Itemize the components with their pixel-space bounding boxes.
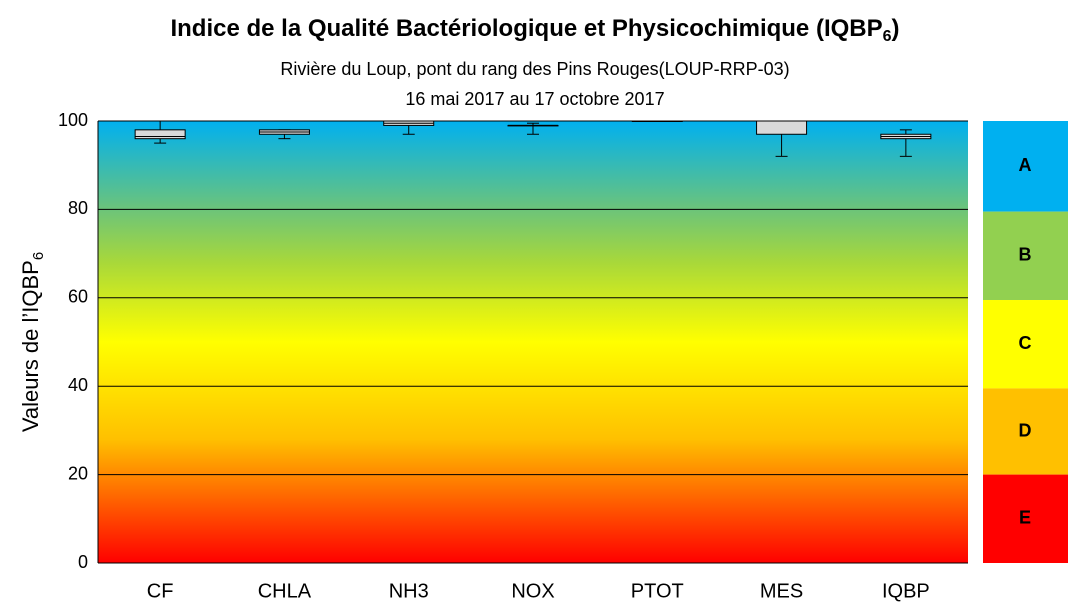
y-tick-label: 80 bbox=[68, 198, 88, 218]
y-tick-label: 0 bbox=[78, 552, 88, 572]
class-band bbox=[983, 121, 1068, 212]
class-band bbox=[983, 474, 1068, 563]
x-tick-label: PTOT bbox=[631, 580, 684, 602]
x-tick-label: NH3 bbox=[389, 580, 429, 602]
class-band bbox=[983, 300, 1068, 389]
class-label: B bbox=[1019, 245, 1032, 265]
chart-title: Indice de la Qualité Bactériologique et … bbox=[170, 15, 899, 45]
x-tick-label: CF bbox=[147, 580, 174, 602]
class-label: E bbox=[1019, 508, 1031, 528]
subtitle: Rivière du Loup, pont du rang des Pins R… bbox=[280, 59, 789, 79]
subtitle: 16 mai 2017 au 17 octobre 2017 bbox=[405, 89, 664, 109]
y-tick-label: 100 bbox=[58, 110, 88, 130]
box bbox=[134, 129, 186, 140]
y-tick-label: 20 bbox=[68, 463, 88, 483]
x-tick-label: MES bbox=[760, 580, 803, 602]
plot-background bbox=[98, 121, 968, 563]
x-tick-label: NOX bbox=[511, 580, 554, 602]
x-tick-label: CHLA bbox=[258, 580, 312, 602]
y-axis-label: Valeurs de l’IQBP6 bbox=[18, 252, 47, 432]
class-label: D bbox=[1019, 420, 1032, 440]
box bbox=[756, 120, 808, 135]
class-label: A bbox=[1019, 155, 1032, 175]
class-band bbox=[983, 388, 1068, 475]
y-tick-label: 40 bbox=[68, 375, 88, 395]
y-tick-label: 60 bbox=[68, 287, 88, 307]
x-tick-label: IQBP bbox=[882, 580, 930, 602]
class-label: C bbox=[1019, 333, 1032, 353]
class-band bbox=[983, 211, 1068, 301]
